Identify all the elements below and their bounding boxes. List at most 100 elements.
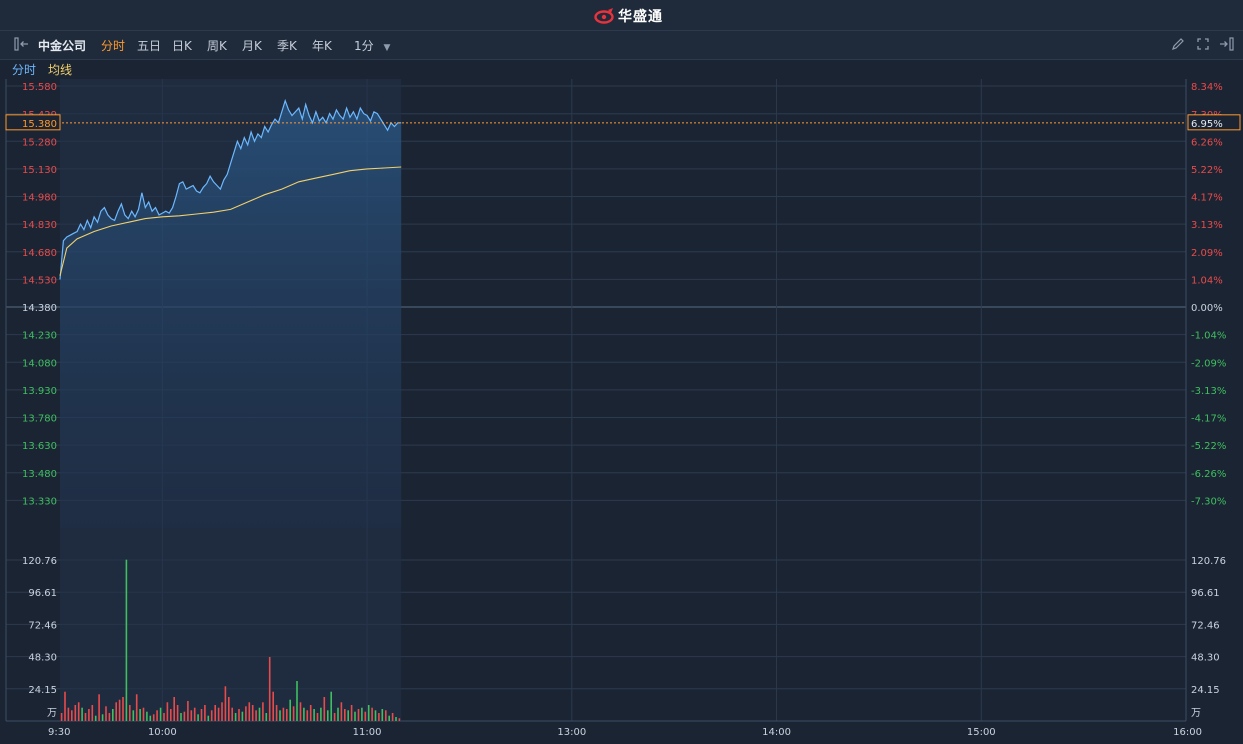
volume-bar[interactable] (60, 713, 63, 721)
volume-bar[interactable] (122, 697, 124, 721)
volume-bar[interactable] (333, 713, 336, 721)
pencil-icon[interactable] (1171, 37, 1185, 54)
volume-bar[interactable] (207, 715, 210, 721)
volume-bar[interactable] (234, 713, 237, 721)
fullscreen-icon[interactable] (1196, 37, 1210, 54)
volume-bar[interactable] (340, 702, 343, 721)
volume-bar[interactable] (149, 715, 152, 721)
volume-bar[interactable] (108, 713, 111, 721)
volume-bar[interactable] (187, 701, 189, 721)
avg-price-line[interactable] (59, 166, 402, 276)
volume-bar[interactable] (129, 705, 131, 721)
volume-bar[interactable] (272, 691, 274, 721)
volume-bar[interactable] (289, 699, 291, 721)
volume-bar[interactable] (337, 707, 339, 721)
volume-bar[interactable] (214, 705, 216, 721)
volume-bar[interactable] (248, 702, 251, 721)
tab-yearly-k[interactable]: 年K (312, 39, 332, 53)
expand-panel-icon[interactable] (1218, 37, 1234, 54)
volume-bar[interactable] (292, 706, 295, 721)
volume-bar[interactable] (132, 710, 135, 721)
volume-bar[interactable] (77, 702, 80, 721)
volume-bar[interactable] (388, 715, 390, 721)
volume-bar[interactable] (193, 707, 196, 721)
volume-bar[interactable] (64, 691, 66, 721)
volume-bar[interactable] (115, 702, 117, 721)
volume-bar[interactable] (371, 707, 373, 721)
volume-bar[interactable] (159, 707, 162, 721)
volume-bar[interactable] (323, 697, 326, 721)
volume-bar[interactable] (255, 710, 257, 721)
volume-bar[interactable] (135, 694, 138, 721)
volume-bar[interactable] (152, 714, 155, 721)
volume-bar[interactable] (210, 710, 213, 721)
volume-bar[interactable] (180, 713, 182, 721)
volume-bar[interactable] (282, 707, 285, 721)
volume-bar[interactable] (251, 705, 254, 721)
volume-bar[interactable] (320, 707, 322, 721)
volume-bar[interactable] (105, 706, 107, 721)
volume-bar[interactable] (391, 713, 394, 721)
volume-bar[interactable] (197, 714, 199, 721)
volume-bar[interactable] (170, 709, 172, 721)
volume-bar[interactable] (245, 706, 247, 721)
volume-bar[interactable] (357, 709, 360, 721)
volume-bar[interactable] (279, 710, 281, 721)
volume-bar[interactable] (238, 709, 240, 721)
volume-bar[interactable] (204, 705, 206, 721)
volume-bar[interactable] (125, 559, 128, 721)
volume-bar[interactable] (344, 709, 346, 721)
volume-bar[interactable] (101, 714, 104, 721)
volume-bar[interactable] (163, 713, 165, 721)
volume-bar[interactable] (350, 705, 353, 721)
tab-daily-k[interactable]: 日K (172, 39, 192, 53)
volume-bar[interactable] (190, 710, 193, 721)
volume-bar[interactable] (364, 711, 367, 721)
volume-bar[interactable] (217, 707, 220, 721)
volume-bar[interactable] (268, 657, 271, 721)
volume-bar[interactable] (146, 711, 148, 721)
volume-bar[interactable] (231, 707, 233, 721)
volume-bar[interactable] (200, 709, 203, 721)
volume-bar[interactable] (286, 709, 288, 721)
tab-weekly-k[interactable]: 周K (207, 39, 227, 53)
volume-bar[interactable] (112, 709, 114, 721)
volume-bar[interactable] (228, 697, 230, 721)
tab-quarterly-k[interactable]: 季K (277, 39, 297, 53)
volume-bar[interactable] (156, 710, 158, 721)
volume-bar[interactable] (221, 702, 223, 721)
volume-bar[interactable] (139, 709, 141, 721)
volume-bar[interactable] (378, 713, 380, 721)
collapse-panel-icon[interactable] (14, 37, 30, 54)
tab-five-day[interactable]: 五日 (137, 39, 162, 53)
volume-bar[interactable] (395, 717, 397, 721)
volume-bar[interactable] (142, 707, 145, 721)
volume-bar[interactable] (296, 681, 298, 721)
price-line[interactable] (59, 98, 402, 280)
volume-bar[interactable] (91, 705, 94, 721)
volume-bar[interactable] (361, 707, 363, 721)
volume-bar[interactable] (173, 697, 175, 721)
volume-bar[interactable] (98, 694, 100, 721)
volume-bar[interactable] (258, 707, 261, 721)
volume-bar[interactable] (275, 705, 278, 721)
volume-bar[interactable] (385, 710, 387, 721)
volume-bar[interactable] (118, 699, 121, 721)
volume-bar[interactable] (262, 702, 264, 721)
volume-bar[interactable] (306, 710, 309, 721)
volume-bar[interactable] (67, 707, 70, 721)
volume-bar[interactable] (381, 709, 384, 721)
volume-bar[interactable] (327, 710, 329, 721)
volume-bar[interactable] (330, 691, 332, 721)
volume-bar[interactable] (81, 707, 83, 721)
volume-bar[interactable] (374, 710, 377, 721)
volume-bar[interactable] (347, 710, 349, 721)
volume-bar[interactable] (299, 702, 302, 721)
volume-bar[interactable] (94, 715, 97, 721)
volume-bar[interactable] (303, 707, 305, 721)
volume-bar[interactable] (313, 709, 315, 721)
volume-bar[interactable] (224, 686, 227, 721)
tab-monthly-k[interactable]: 月K (242, 39, 262, 53)
volume-bar[interactable] (241, 711, 244, 721)
tab-intraday[interactable]: 分时 (101, 39, 126, 53)
